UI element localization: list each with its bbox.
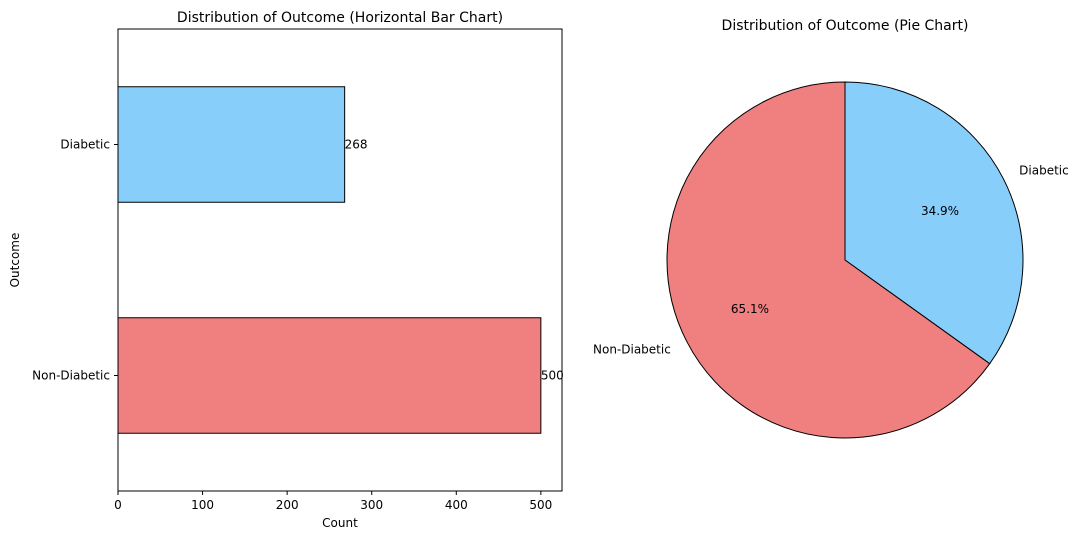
pie-slice-non-diabetic (666, 81, 991, 439)
y-tick-label: Non-Diabetic (32, 369, 110, 383)
pie-chart-panel: Distribution of Outcome (Pie Chart) 34.9… (593, 18, 1069, 439)
bar-chart-axes-frame (117, 28, 563, 492)
pie-chart-title: Distribution of Outcome (Pie Chart) (722, 18, 969, 34)
pie-slice-diabetic (844, 81, 1024, 365)
bar-chart-xlabel: Count (322, 516, 358, 530)
x-tick-label: 200 (276, 498, 299, 512)
pie-category-label: Non-Diabetic (593, 342, 671, 356)
x-tick-label: 0 (114, 498, 122, 512)
y-tick-label: Diabetic (60, 138, 110, 152)
bar-chart-panel: Distribution of Outcome (Horizontal Bar … (8, 10, 564, 530)
x-tick-label: 300 (360, 498, 383, 512)
bar-chart-ylabel: Outcome (8, 233, 22, 288)
bar-non-diabetic (117, 317, 542, 434)
x-tick-label: 500 (529, 498, 552, 512)
bar-chart-title: Distribution of Outcome (Horizontal Bar … (177, 10, 503, 26)
bar-diabetic (117, 86, 346, 203)
bar-value-label: 500 (541, 369, 564, 383)
pie-category-label: Diabetic (1019, 164, 1069, 178)
pie-percent-label: 34.9% (921, 204, 959, 218)
pie-percent-label: 65.1% (731, 302, 769, 316)
x-tick-label: 100 (191, 498, 214, 512)
bar-value-label: 268 (345, 138, 368, 152)
x-tick-label: 400 (445, 498, 468, 512)
